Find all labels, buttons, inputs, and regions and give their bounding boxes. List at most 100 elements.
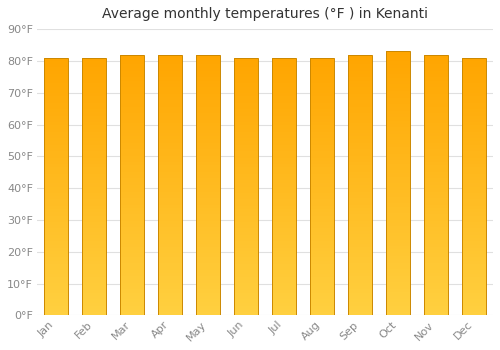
Bar [272, 222, 296, 225]
Bar [310, 199, 334, 203]
Bar [82, 193, 106, 196]
Bar [120, 178, 144, 182]
Bar [348, 64, 372, 68]
Bar [272, 219, 296, 222]
Bar [44, 174, 68, 177]
Bar [82, 93, 106, 96]
Bar [82, 103, 106, 106]
Bar [310, 135, 334, 138]
Bar [424, 263, 448, 267]
Bar [386, 180, 410, 183]
Bar [348, 309, 372, 312]
Bar [234, 196, 258, 200]
Bar [120, 142, 144, 146]
Bar [120, 130, 144, 133]
Bar [120, 162, 144, 166]
Bar [348, 172, 372, 175]
Bar [462, 196, 486, 200]
Bar [82, 183, 106, 187]
Bar [44, 122, 68, 125]
Bar [44, 112, 68, 116]
Bar [82, 229, 106, 232]
Bar [120, 87, 144, 90]
Bar [272, 87, 296, 90]
Bar [462, 83, 486, 87]
Bar [310, 170, 334, 174]
Bar [196, 133, 220, 136]
Bar [234, 183, 258, 187]
Bar [348, 211, 372, 214]
Bar [462, 109, 486, 112]
Bar [386, 51, 410, 315]
Bar [44, 83, 68, 87]
Bar [272, 187, 296, 190]
Bar [158, 244, 182, 247]
Bar [82, 280, 106, 283]
Bar [462, 106, 486, 109]
Bar [44, 183, 68, 187]
Bar [348, 280, 372, 283]
Bar [348, 286, 372, 289]
Bar [158, 211, 182, 214]
Bar [310, 309, 334, 312]
Bar [196, 178, 220, 182]
Bar [386, 101, 410, 104]
Bar [462, 312, 486, 315]
Bar [462, 180, 486, 183]
Bar [158, 169, 182, 172]
Bar [386, 206, 410, 210]
Bar [310, 96, 334, 100]
Bar [196, 100, 220, 104]
Bar [82, 303, 106, 306]
Bar [120, 97, 144, 100]
Bar [272, 100, 296, 103]
Bar [120, 257, 144, 260]
Bar [272, 67, 296, 71]
Bar [462, 71, 486, 74]
Bar [196, 293, 220, 296]
Bar [234, 270, 258, 274]
Bar [386, 292, 410, 296]
Bar [234, 219, 258, 222]
Bar [348, 74, 372, 77]
Bar [82, 96, 106, 100]
Bar [348, 267, 372, 270]
Bar [462, 148, 486, 151]
Bar [310, 187, 334, 190]
Bar [234, 74, 258, 77]
Bar [82, 248, 106, 251]
Bar [462, 203, 486, 206]
Bar [348, 133, 372, 136]
Bar [386, 262, 410, 266]
Bar [196, 74, 220, 77]
Bar [82, 238, 106, 242]
Bar [234, 138, 258, 141]
Bar [310, 296, 334, 299]
Bar [272, 232, 296, 235]
Bar [158, 71, 182, 74]
Bar [120, 293, 144, 296]
Bar [386, 190, 410, 193]
Bar [310, 132, 334, 135]
Bar [348, 71, 372, 74]
Bar [234, 216, 258, 219]
Bar [234, 83, 258, 87]
Bar [272, 138, 296, 141]
Bar [158, 152, 182, 156]
Bar [386, 157, 410, 160]
Bar [386, 64, 410, 68]
Bar [82, 112, 106, 116]
Bar [158, 267, 182, 270]
Bar [310, 112, 334, 116]
Bar [310, 283, 334, 286]
Bar [44, 138, 68, 141]
Bar [348, 231, 372, 234]
Bar [234, 125, 258, 128]
Bar [44, 277, 68, 280]
Bar [462, 80, 486, 83]
Bar [462, 64, 486, 67]
Bar [158, 221, 182, 224]
Bar [310, 196, 334, 200]
Bar [386, 177, 410, 180]
Bar [348, 198, 372, 201]
